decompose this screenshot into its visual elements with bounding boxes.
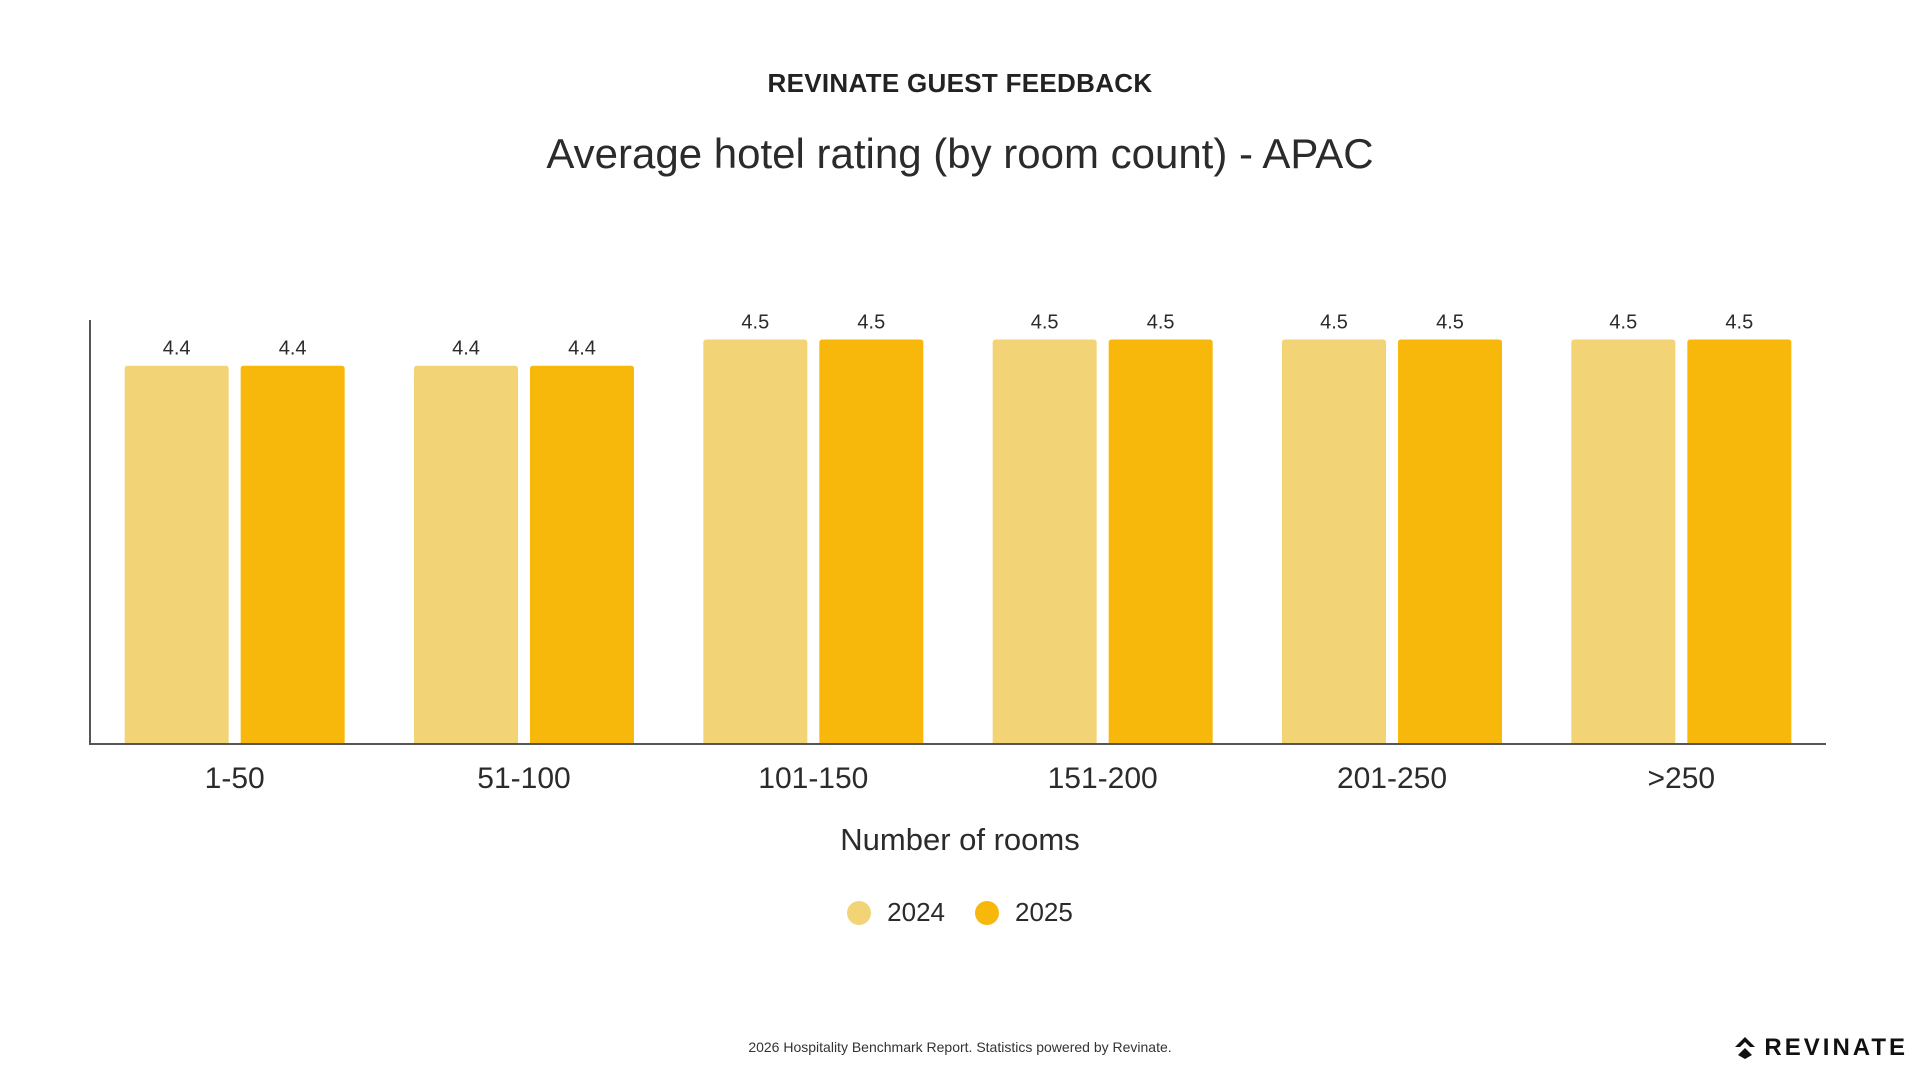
revinate-logo-icon (1735, 1037, 1756, 1059)
bar-2025-1-50 (240, 365, 345, 743)
data-label-2024->250: 4.5 (1609, 312, 1637, 334)
x-tick-label-1-50: 1-50 (205, 762, 265, 795)
bar-2024-1-50 (124, 365, 229, 743)
legend-label-2025: 2025 (1015, 897, 1073, 927)
bar-2024->250 (1571, 339, 1676, 743)
data-label-2025-51-100: 4.4 (568, 338, 596, 360)
report-eyebrow: REVINATE GUEST FEEDBACK (767, 68, 1153, 98)
legend-label-2024: 2024 (887, 897, 945, 927)
footer-note: 2026 Hospitality Benchmark Report. Stati… (748, 1039, 1172, 1055)
revinate-logo: REVINATE (1734, 1034, 1908, 1062)
legend: 2024 2025 (0, 897, 1920, 928)
data-label-2024-51-100: 4.4 (452, 338, 480, 360)
bar-2024-51-100 (414, 365, 518, 743)
x-tick-label-151-200: 151-200 (1048, 762, 1158, 795)
bar-2024-101-150 (703, 339, 808, 743)
data-label-2025->250: 4.5 (1725, 312, 1753, 334)
legend-item-2024: 2024 (847, 897, 945, 928)
x-tick-label-51-100: 51-100 (477, 762, 570, 795)
data-label-2024-151-200: 4.5 (1031, 312, 1059, 334)
data-label-2025-201-250: 4.5 (1436, 312, 1464, 334)
x-tick-label->250: >250 (1648, 762, 1716, 795)
legend-swatch-2025 (975, 900, 999, 925)
bar-2025-51-100 (530, 365, 634, 743)
bar-2025-151-200 (1108, 339, 1213, 743)
data-label-2025-101-150: 4.5 (857, 312, 885, 334)
chart-title: Average hotel rating (by room count) - A… (546, 130, 1374, 177)
bar-2025->250 (1687, 339, 1792, 743)
data-label-2025-151-200: 4.5 (1147, 312, 1175, 334)
x-tick-label-201-250: 201-250 (1337, 762, 1447, 795)
data-label-2024-1-50: 4.4 (163, 338, 191, 360)
bar-2025-101-150 (819, 339, 924, 743)
x-axis-title: Number of rooms (840, 822, 1080, 857)
bar-2024-201-250 (1282, 339, 1386, 743)
legend-swatch-2024 (847, 900, 872, 925)
data-label-2025-1-50: 4.4 (279, 338, 307, 360)
legend-item-2025: 2025 (975, 897, 1073, 928)
data-label-2024-101-150: 4.5 (741, 312, 769, 334)
bar-2025-201-250 (1398, 339, 1502, 743)
revinate-logo-text: REVINATE (1764, 1034, 1908, 1061)
bar-2024-151-200 (992, 339, 1097, 743)
data-label-2024-201-250: 4.5 (1320, 312, 1348, 334)
x-tick-label-101-150: 101-150 (758, 762, 868, 795)
